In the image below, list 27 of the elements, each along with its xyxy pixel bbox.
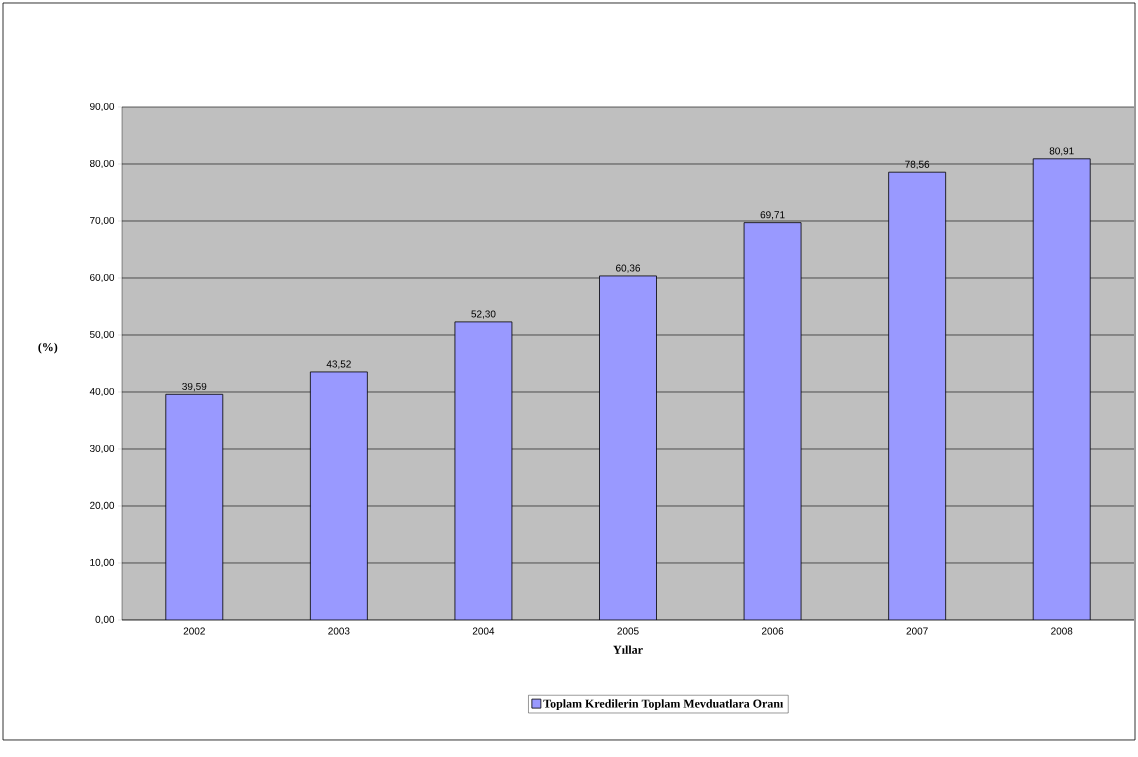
y-tick-label: 30,00 [89,444,115,454]
y-tick-label: 10,00 [90,558,115,568]
y-tick-label: 90,00 [90,102,115,112]
data-label: 52,30 [471,310,496,319]
x-axis-title: Yıllar [613,645,643,654]
y-tick-label: 70,00 [90,216,115,226]
data-label: 43,52 [326,360,351,369]
data-label: 69,71 [760,211,785,220]
y-tick-label: 80,00 [90,159,115,169]
y-tick-label: 40,00 [89,387,115,397]
x-tick-label: 2007 [906,627,928,635]
y-axis-title: (%) [38,342,58,354]
y-tick-label: 60,00 [90,273,115,283]
x-tick-label: 2003 [328,627,350,635]
y-tick-label: 50,00 [89,330,115,340]
x-tick-label: 2002 [183,627,205,635]
data-label: 78,56 [905,160,930,170]
x-tick-label: 2008 [1051,627,1073,635]
x-tick-label: 2005 [617,627,639,635]
x-tick-label: 2006 [761,627,784,635]
legend-label: Toplam Kredilerin Toplam Mevduatlara Oranı [543,699,784,711]
y-tick-label: 0,00 [95,615,115,625]
data-label: 80,91 [1049,147,1074,156]
data-label: 39,59 [182,382,207,392]
data-label: 60,36 [616,264,641,273]
y-tick-label: 20,00 [90,501,115,511]
x-tick-label: 2004 [472,627,495,635]
